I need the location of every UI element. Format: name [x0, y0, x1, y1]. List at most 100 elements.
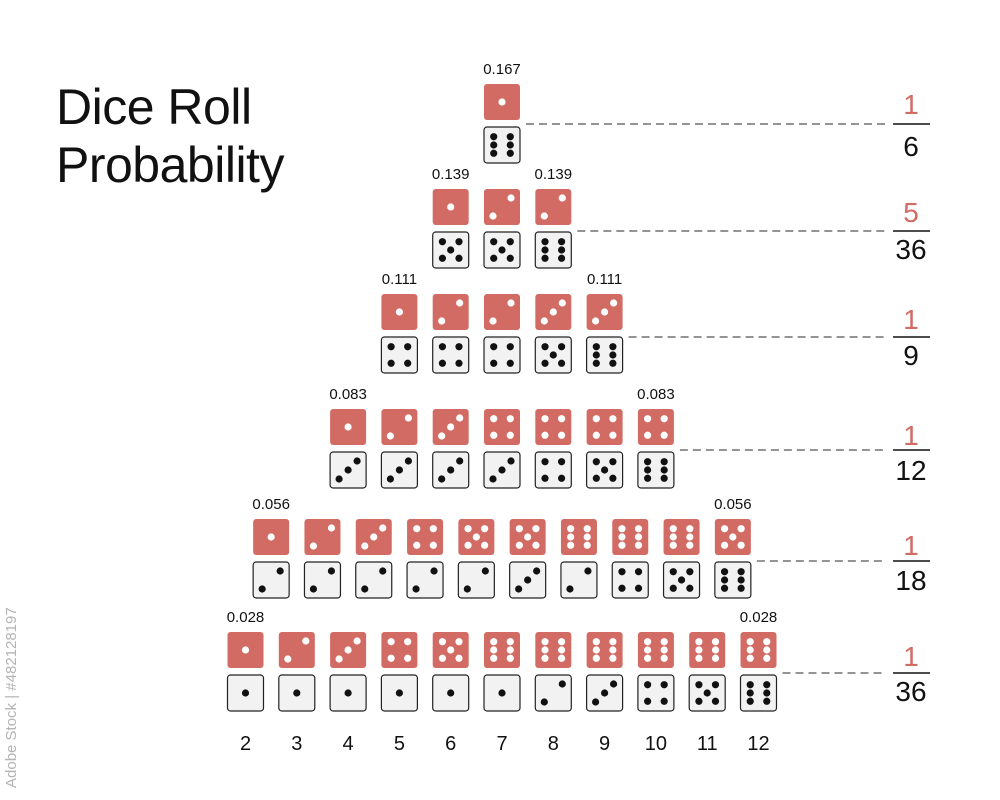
red-die-pip	[729, 533, 737, 541]
red-die	[407, 519, 444, 555]
white-die-pip	[506, 254, 514, 262]
red-die	[253, 519, 290, 555]
white-die-pip	[737, 576, 745, 584]
white-die-pip	[609, 458, 617, 466]
red-die	[586, 294, 623, 330]
white-die-pip	[438, 343, 447, 351]
red-die-pip	[541, 638, 549, 646]
red-die-pip	[489, 212, 497, 220]
red-die	[355, 519, 392, 555]
white-die-body	[406, 561, 444, 599]
red-die-pip	[456, 299, 464, 307]
white-die-pip	[490, 359, 498, 367]
white-die	[457, 561, 495, 599]
white-die-pip	[746, 689, 754, 697]
red-die-pip	[558, 299, 566, 307]
white-die-pip	[490, 149, 498, 157]
red-die-pip	[686, 525, 694, 533]
red-die	[586, 409, 623, 445]
white-die	[560, 561, 598, 599]
white-die-pip	[344, 466, 352, 474]
red-die-pip	[737, 525, 745, 533]
red-die-body	[304, 519, 341, 555]
red-die-pip	[549, 308, 557, 316]
red-die-pip	[686, 541, 694, 549]
red-die-pip	[669, 533, 677, 541]
red-die-pip	[644, 431, 652, 439]
red-die-pip	[567, 533, 575, 541]
red-die-pip	[481, 525, 489, 533]
white-die-pip	[592, 359, 600, 367]
red-die-pip	[557, 638, 566, 646]
white-die-pip	[634, 568, 643, 576]
white-die-pip	[258, 585, 266, 593]
white-die-pip	[438, 359, 447, 367]
red-die	[458, 519, 495, 555]
white-die-pip	[481, 567, 489, 575]
red-die-body	[432, 294, 469, 330]
red-die-pip	[610, 299, 618, 307]
white-die-pip	[720, 584, 729, 592]
white-die-pip	[386, 475, 394, 483]
white-die-pip	[660, 681, 668, 689]
red-die-pip	[429, 525, 437, 533]
sum-label: 4	[343, 733, 354, 755]
white-die-body	[457, 561, 495, 599]
sum-label: 8	[548, 733, 559, 755]
white-die	[252, 561, 290, 599]
white-die-pip	[703, 689, 711, 697]
red-die-pip	[557, 415, 566, 423]
red-die-pip	[609, 654, 617, 662]
fraction-numerator: 1	[903, 530, 919, 561]
red-die	[484, 409, 520, 445]
red-die-pip	[695, 654, 703, 662]
red-die-pip	[490, 646, 498, 654]
white-die	[714, 561, 752, 599]
red-die	[509, 519, 546, 555]
white-die-pip	[592, 458, 600, 466]
white-die	[483, 451, 521, 489]
red-die-pip	[711, 654, 720, 662]
red-die	[535, 409, 572, 445]
red-die-pip	[370, 533, 378, 541]
red-die-pip	[541, 431, 549, 439]
white-die-pip	[455, 238, 463, 246]
fraction-numerator: 1	[903, 89, 919, 120]
white-die-pip	[455, 254, 463, 262]
white-die	[585, 451, 624, 489]
red-die-pip	[609, 638, 617, 646]
red-die-pip	[472, 533, 480, 541]
white-die-pip	[506, 238, 514, 246]
red-die-pip	[583, 541, 591, 549]
white-die-pip	[720, 568, 729, 576]
white-die-pip	[327, 567, 336, 575]
red-die	[278, 632, 315, 668]
red-die-pip	[506, 415, 514, 423]
red-die-pip	[592, 431, 600, 439]
diagram-title: Dice Roll Probability	[56, 78, 284, 194]
white-die-pip	[533, 567, 541, 575]
white-die-pip	[634, 584, 643, 592]
probability-label: 0.111	[587, 271, 622, 288]
red-die-pip	[524, 533, 532, 541]
white-die-pip	[557, 474, 566, 482]
red-die-pip	[540, 317, 548, 325]
red-die-pip	[763, 654, 771, 662]
white-die-pip	[660, 458, 668, 466]
red-die-pip	[456, 414, 464, 422]
white-die-pip	[557, 238, 566, 246]
white-die-pip	[763, 697, 771, 705]
red-die-pip	[309, 542, 318, 550]
title-line-2: Probability	[56, 137, 284, 193]
white-die-body	[534, 451, 572, 489]
red-die-pip	[447, 646, 455, 654]
red-die-body	[637, 409, 674, 445]
white-die-body	[303, 561, 342, 599]
white-die	[303, 561, 342, 599]
white-die-pip	[293, 689, 301, 697]
white-die-pip	[498, 466, 506, 474]
white-die	[329, 451, 367, 489]
red-die	[381, 632, 418, 668]
white-die	[432, 451, 470, 489]
red-die-pip	[567, 541, 575, 549]
